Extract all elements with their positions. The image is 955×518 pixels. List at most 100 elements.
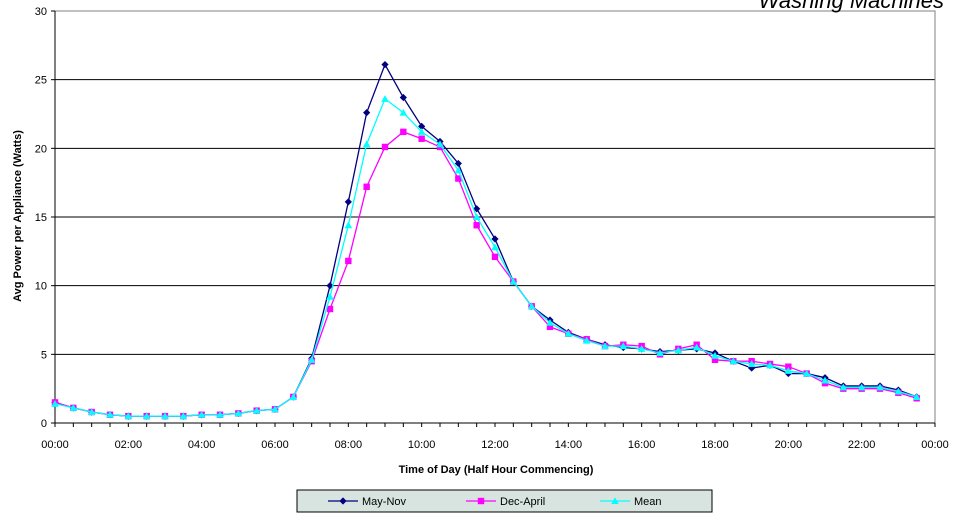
data-point-mean (344, 221, 353, 229)
series-line-mean (54, 97, 917, 417)
data-point-mean (399, 108, 408, 116)
data-point-dec-april (381, 143, 389, 151)
data-point-may-nov (454, 159, 462, 168)
x-tick-label: 02:00 (115, 439, 143, 451)
y-tick-label: 5 (41, 349, 47, 361)
data-point-mean (87, 408, 96, 416)
data-point-mean (894, 387, 903, 395)
data-point-mean (179, 412, 188, 420)
legend-box (296, 489, 713, 513)
data-point-mean (271, 405, 279, 413)
x-tick-labels: 00:00 02:00 04:00 06:00 08:00 10:00 12:00 14:00… (41, 439, 949, 451)
y-tick-label: 30 (35, 6, 47, 18)
x-tick-label: 18:00 (701, 439, 729, 451)
data-point-dec-april (400, 128, 407, 136)
data-point-may-nov (399, 93, 407, 102)
data-point-dec-april (473, 222, 480, 229)
x-tick-label: 00:00 (41, 439, 69, 451)
data-point-mean (857, 383, 866, 391)
data-point-dec-april (546, 323, 554, 331)
data-point-mean (582, 336, 591, 344)
data-point-dec-april (455, 175, 462, 182)
data-point-mean (656, 349, 664, 356)
y-tick-label: 10 (35, 281, 47, 293)
data-point-may-nov (473, 205, 481, 213)
y-tick-label: 25 (35, 75, 47, 87)
data-point-mean (766, 361, 774, 369)
x-tick-label: 16:00 (628, 439, 656, 451)
data-point-may-nov (381, 60, 389, 69)
legend-item-may-nov: May-Nov (328, 496, 407, 508)
data-point-mean (839, 383, 848, 391)
data-point-may-nov (344, 198, 352, 206)
legend-label: Mean (634, 496, 662, 508)
data-point-mean (509, 277, 518, 285)
data-point-may-nov (363, 109, 371, 117)
data-point-mean (69, 404, 78, 411)
x-tick-label: 08:00 (335, 439, 363, 451)
data-point-mean (362, 140, 371, 148)
data-point-mean (747, 360, 756, 367)
legend-label: May-Nov (362, 496, 407, 508)
data-point-mean (289, 393, 298, 400)
data-point-mean (619, 342, 628, 350)
data-point-dec-april (711, 356, 719, 364)
data-point-mean (472, 213, 481, 221)
data-point-dec-april (491, 253, 499, 261)
data-point-may-nov (418, 122, 426, 130)
legend-label: Dec-April (500, 496, 545, 508)
x-tick-label: 00:00 (921, 439, 949, 451)
x-tick-label: 10:00 (408, 439, 436, 451)
x-axis-title: Time of Day (Half Hour Commencing) (399, 464, 594, 476)
data-point-mean (436, 140, 444, 148)
data-point-mean (124, 412, 133, 420)
data-point-mean (637, 345, 646, 352)
data-point-mean (692, 343, 701, 351)
y-axis (51, 10, 56, 424)
data-point-mean (417, 128, 426, 135)
legend-marker (477, 497, 485, 505)
data-point-dec-april (418, 135, 425, 142)
series-layer (51, 60, 921, 420)
x-tick-label: 20:00 (775, 439, 803, 451)
legend-marker (339, 497, 347, 505)
y-tick-label: 15 (35, 212, 47, 224)
x-tick-label: 22:00 (848, 439, 876, 451)
data-point-mean (821, 376, 829, 384)
data-point-dec-april (345, 257, 352, 265)
data-point-mean (711, 351, 719, 359)
data-point-dec-april (326, 305, 334, 313)
data-point-mean (142, 412, 151, 420)
data-point-mean (912, 393, 921, 400)
data-point-mean (216, 410, 224, 418)
data-point-mean (106, 410, 114, 418)
series-mean (51, 95, 921, 420)
data-point-mean (876, 383, 884, 391)
y-tick-label: 20 (35, 143, 47, 155)
data-point-mean (674, 346, 683, 354)
legend-marker (611, 497, 619, 505)
data-point-mean (252, 406, 261, 414)
data-point-mean (802, 369, 811, 377)
gridlines (55, 10, 935, 355)
y-tick-labels: 0 5 10 15 20 25 30 (35, 6, 47, 430)
data-point-mean (454, 166, 463, 174)
legend-item-mean: Mean (600, 496, 662, 508)
y-tick-label: 0 (41, 418, 47, 430)
data-point-mean (234, 409, 243, 417)
chart-title: Washing Machines (759, 0, 944, 13)
data-point-dec-april (363, 183, 370, 190)
legend-item-dec-april: Dec-April (466, 496, 545, 508)
data-point-mean (491, 243, 499, 251)
data-point-may-nov (748, 364, 756, 372)
data-point-mean (601, 342, 609, 350)
data-point-mean (527, 302, 536, 310)
data-point-mean (197, 410, 206, 418)
x-tick-label: 14:00 (555, 439, 583, 451)
data-point-dec-april (785, 363, 792, 370)
data-point-mean (784, 367, 793, 374)
x-tick-label: 06:00 (261, 439, 289, 451)
y-axis-title: Avg Power per Appliance (Watts) (12, 130, 24, 302)
data-point-mean (307, 356, 316, 363)
